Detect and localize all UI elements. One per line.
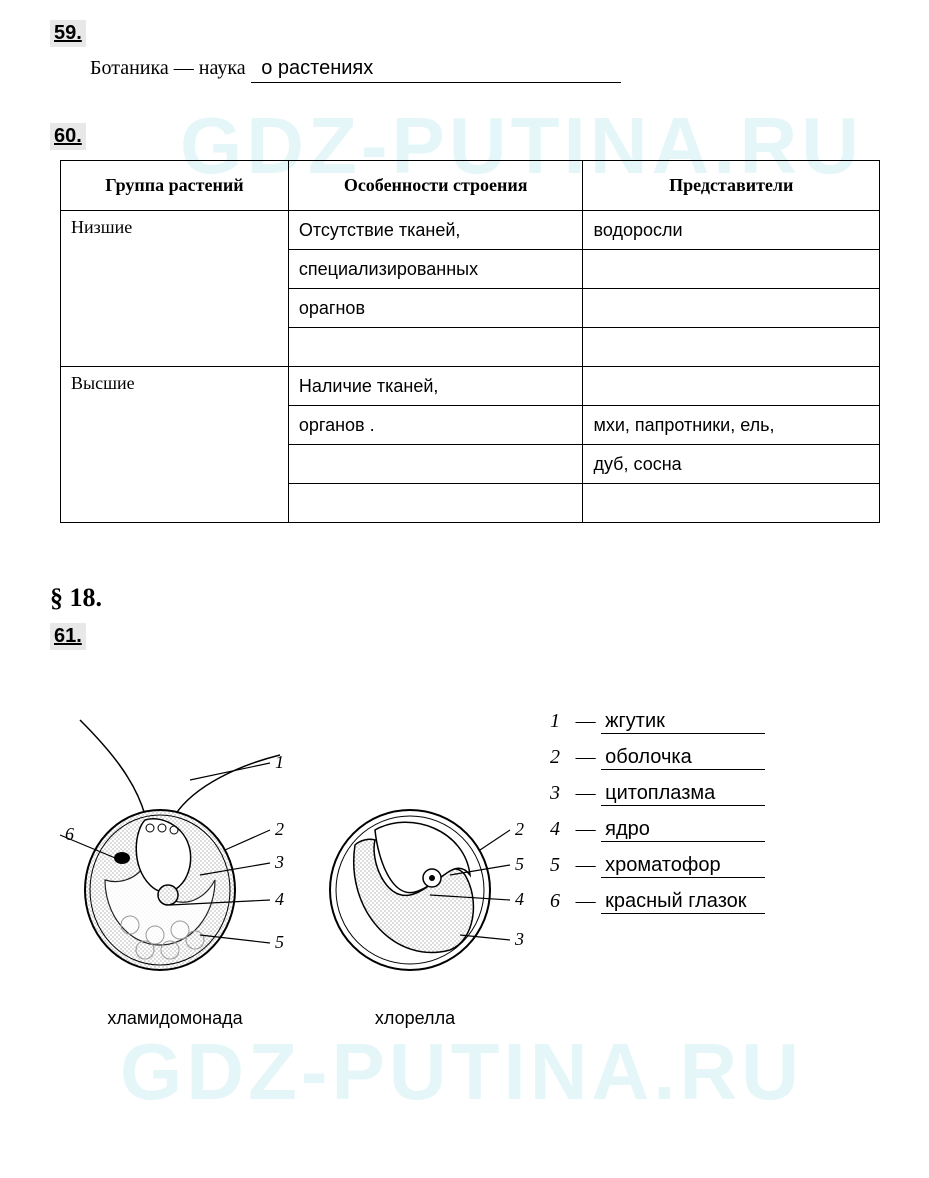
feature-cell [288, 328, 583, 367]
rep-cell [583, 367, 880, 406]
svg-text:3: 3 [514, 929, 524, 949]
svg-text:5: 5 [515, 854, 524, 874]
legend-row: 3 — цитоплазма [550, 782, 765, 806]
caption1: хламидомонада [50, 1008, 300, 1029]
feature-cell [288, 484, 583, 523]
legend-row: 5 — хроматофор [550, 854, 765, 878]
th-features: Особенности строения [288, 161, 583, 211]
svg-text:2: 2 [515, 819, 524, 839]
q59-number: 59. [50, 20, 86, 47]
diagram-chlamydomonas: 1 2 3 4 5 6 хламидомонада [50, 710, 300, 1029]
group-cell: Низшие [61, 211, 289, 367]
legend-row: 1 — жгутик [550, 710, 765, 734]
svg-text:4: 4 [515, 889, 524, 909]
q59-answer: о растениях [251, 57, 621, 83]
feature-cell: Отсутствие тканей, [288, 211, 583, 250]
legend-row: 6 — красный глазок [550, 890, 765, 914]
q61-number: 61. [50, 623, 86, 650]
rep-cell [583, 484, 880, 523]
plants-table: Группа растений Особенности строения Пре… [60, 160, 880, 523]
th-reps: Представители [583, 161, 880, 211]
feature-cell: орагнов [288, 289, 583, 328]
feature-cell [288, 445, 583, 484]
legend-row: 2 — оболочка [550, 746, 765, 770]
caption2: хлорелла [300, 1008, 530, 1029]
rep-cell [583, 250, 880, 289]
group-cell: Высшие [61, 367, 289, 523]
th-group: Группа растений [61, 161, 289, 211]
diagram-chlorella: 2 5 4 3 хлорелла [300, 710, 530, 1029]
q59-prompt: Ботаника — наука [90, 57, 246, 79]
svg-text:5: 5 [275, 932, 284, 952]
rep-cell [583, 289, 880, 328]
rep-cell: водоросли [583, 211, 880, 250]
rep-cell [583, 328, 880, 367]
q60-number: 60. [50, 123, 86, 150]
svg-text:4: 4 [275, 889, 284, 909]
svg-text:2: 2 [275, 819, 284, 839]
rep-cell: дуб, сосна [583, 445, 880, 484]
legend-row: 4 — ядро [550, 818, 765, 842]
feature-cell: специализированных [288, 250, 583, 289]
legend: 1 — жгутик 2 — оболочка 3 — цитоплазма 4 — … [550, 710, 765, 1029]
feature-cell: органов . [288, 406, 583, 445]
svg-text:6: 6 [65, 824, 74, 844]
feature-cell: Наличие тканей, [288, 367, 583, 406]
svg-text:1: 1 [275, 752, 284, 772]
svg-text:3: 3 [274, 852, 284, 872]
rep-cell: мхи, папротники, ель, [583, 406, 880, 445]
section-title: § 18. [50, 583, 879, 613]
